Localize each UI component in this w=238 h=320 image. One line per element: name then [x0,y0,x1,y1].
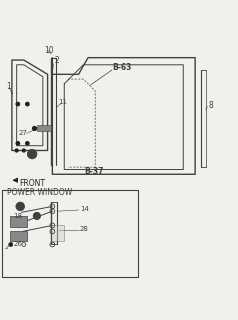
Text: 26: 26 [13,242,22,247]
Text: B-63: B-63 [112,63,131,72]
Text: 10: 10 [44,45,54,54]
Circle shape [16,202,25,211]
Text: 2: 2 [54,56,59,65]
Circle shape [16,102,20,106]
Bar [51,226,64,241]
Text: 18: 18 [13,213,22,219]
Circle shape [33,212,40,220]
Circle shape [16,142,20,145]
Text: A: A [30,152,34,156]
Bar [2,190,138,276]
Text: FRONT: FRONT [20,179,45,188]
Text: 8: 8 [208,101,213,110]
Text: 28: 28 [80,226,89,232]
Text: 1: 1 [6,82,11,91]
Circle shape [27,149,37,159]
Text: 14: 14 [80,206,89,212]
Bar [10,231,27,241]
Text: 27: 27 [18,130,27,136]
Bar [10,216,27,227]
Circle shape [9,243,12,246]
Circle shape [26,102,29,106]
Text: B-37: B-37 [84,167,104,176]
Circle shape [33,127,36,130]
Circle shape [22,149,25,152]
Circle shape [15,149,18,152]
Text: A: A [18,204,22,209]
Text: 11: 11 [58,100,67,105]
Bar [37,125,51,132]
Circle shape [26,142,29,145]
Text: POWER WINDOW: POWER WINDOW [7,188,72,197]
